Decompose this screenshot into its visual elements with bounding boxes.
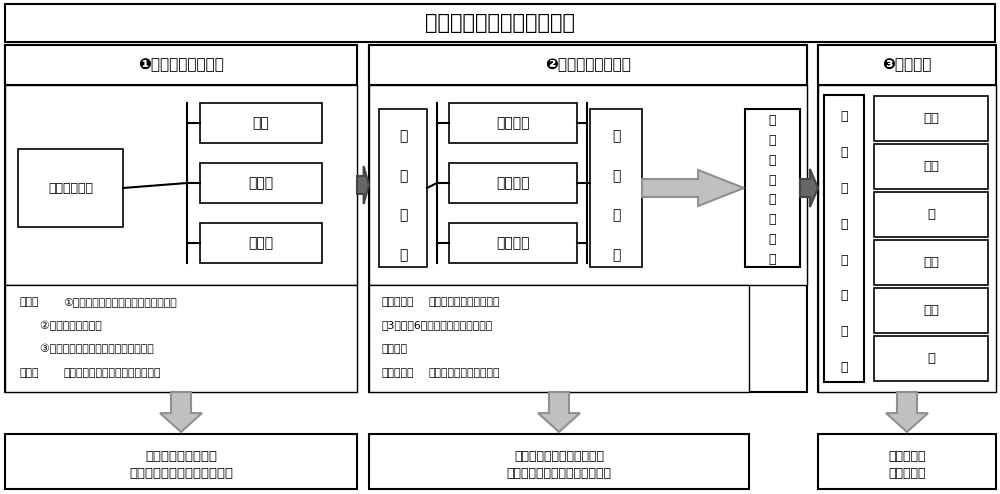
Text: 数: 数	[769, 252, 776, 266]
FancyBboxPatch shape	[874, 144, 988, 189]
FancyBboxPatch shape	[379, 109, 427, 267]
Text: 小时分辨降水过程辨识方法: 小时分辨降水过程辨识方法	[425, 13, 575, 33]
FancyBboxPatch shape	[369, 85, 807, 285]
Text: 原则：: 原则：	[19, 296, 38, 307]
Text: ❶降水过程识别方法: ❶降水过程识别方法	[138, 57, 224, 73]
Text: 合: 合	[769, 173, 776, 187]
Polygon shape	[160, 392, 202, 432]
FancyBboxPatch shape	[200, 163, 322, 203]
Polygon shape	[357, 166, 369, 204]
Text: 面向业务应: 面向业务应	[888, 467, 926, 480]
FancyBboxPatch shape	[369, 45, 807, 85]
Text: 等: 等	[840, 325, 848, 338]
FancyBboxPatch shape	[818, 434, 996, 489]
FancyBboxPatch shape	[5, 434, 357, 489]
Text: 程: 程	[769, 134, 776, 147]
FancyBboxPatch shape	[5, 285, 357, 392]
Text: 用定性评价: 用定性评价	[888, 450, 926, 463]
FancyBboxPatch shape	[5, 85, 357, 285]
Text: 特强: 特强	[923, 160, 939, 173]
Text: 考虑衰减的有效降水时间: 考虑衰减的有效降水时间	[428, 368, 500, 378]
Text: 指: 指	[769, 233, 776, 246]
Text: 覆盖范围: 覆盖范围	[496, 176, 530, 190]
Text: 站点: 站点	[253, 116, 269, 130]
Text: 中等: 中等	[923, 304, 939, 317]
Text: 降: 降	[840, 110, 848, 123]
Text: 标: 标	[399, 248, 407, 262]
Text: 实现全国范围内任意区域降水: 实现全国范围内任意区域降水	[129, 467, 233, 480]
Text: 过程小时最大降水量、滑: 过程小时最大降水量、滑	[428, 296, 500, 307]
FancyBboxPatch shape	[449, 103, 577, 143]
Text: 综: 综	[769, 154, 776, 167]
FancyBboxPatch shape	[874, 192, 988, 237]
Polygon shape	[800, 169, 818, 207]
FancyBboxPatch shape	[818, 85, 996, 392]
Text: 分: 分	[612, 248, 620, 262]
Text: 强: 强	[927, 208, 935, 221]
Text: 大区域: 大区域	[248, 176, 274, 190]
Text: 度: 度	[840, 289, 848, 302]
Text: 持续时间：: 持续时间：	[381, 368, 414, 378]
Text: 数: 数	[612, 169, 620, 183]
FancyBboxPatch shape	[590, 109, 642, 267]
Text: 度: 度	[769, 213, 776, 226]
FancyBboxPatch shape	[369, 434, 749, 489]
FancyBboxPatch shape	[18, 149, 123, 227]
Polygon shape	[538, 392, 580, 432]
Text: ③地域差异、时空分布特征和致灾阈值: ③地域差异、时空分布特征和致灾阈值	[19, 344, 154, 354]
Text: 级: 级	[840, 361, 848, 374]
FancyBboxPatch shape	[874, 288, 988, 332]
FancyBboxPatch shape	[824, 95, 864, 382]
FancyBboxPatch shape	[874, 335, 988, 380]
Text: 动3小时和6小时最大降水量、小时平: 动3小时和6小时最大降水量、小时平	[381, 321, 492, 330]
FancyBboxPatch shape	[5, 4, 995, 42]
Text: 程: 程	[840, 218, 848, 231]
Text: ❸等级划分: ❸等级划分	[882, 57, 932, 73]
Text: 小区域: 小区域	[248, 236, 274, 250]
FancyBboxPatch shape	[874, 96, 988, 141]
FancyBboxPatch shape	[5, 45, 357, 392]
Text: 较强: 较强	[923, 256, 939, 269]
Text: ❷强度定量计算方法: ❷强度定量计算方法	[545, 57, 631, 73]
Text: 降雨过程定义: 降雨过程定义	[48, 181, 93, 195]
FancyBboxPatch shape	[369, 45, 807, 392]
Text: 降水强度: 降水强度	[496, 116, 530, 130]
Text: 中央气象台统计的大范围降水过程: 中央气象台统计的大范围降水过程	[63, 368, 160, 378]
Text: 持续时间: 持续时间	[496, 236, 530, 250]
Text: 降水强度：: 降水强度：	[381, 296, 414, 307]
Text: 实现任意站点和大区域、小区域: 实现任意站点和大区域、小区域	[507, 467, 612, 480]
Text: 降水过程综合强度定量计算: 降水过程综合强度定量计算	[514, 450, 604, 463]
Polygon shape	[886, 392, 928, 432]
Text: 过程客观化自动提取: 过程客观化自动提取	[145, 450, 217, 463]
Text: ②与天气系统匹配度: ②与天气系统匹配度	[19, 320, 102, 330]
Text: 过: 过	[840, 182, 848, 195]
Text: 指: 指	[612, 129, 620, 144]
Text: 强: 强	[769, 193, 776, 206]
FancyBboxPatch shape	[449, 223, 577, 263]
Text: 极端: 极端	[923, 113, 939, 125]
Text: 弱: 弱	[927, 352, 935, 365]
Text: 依据：: 依据：	[19, 368, 38, 378]
Text: 均降水量: 均降水量	[381, 344, 407, 354]
Text: 过: 过	[769, 114, 776, 127]
FancyBboxPatch shape	[818, 45, 996, 392]
FancyBboxPatch shape	[369, 285, 749, 392]
Text: 价: 价	[399, 169, 407, 183]
FancyBboxPatch shape	[5, 45, 357, 85]
FancyBboxPatch shape	[200, 223, 322, 263]
FancyBboxPatch shape	[818, 45, 996, 85]
Text: 划: 划	[612, 208, 620, 223]
FancyBboxPatch shape	[874, 240, 988, 285]
Text: 指: 指	[399, 208, 407, 223]
FancyBboxPatch shape	[200, 103, 322, 143]
Text: 强: 强	[840, 253, 848, 267]
Text: ①降水过程的成片性、集中性和移动性: ①降水过程的成片性、集中性和移动性	[63, 296, 177, 307]
Text: 评: 评	[399, 129, 407, 144]
Polygon shape	[642, 170, 744, 206]
FancyBboxPatch shape	[449, 163, 577, 203]
FancyBboxPatch shape	[745, 109, 800, 267]
Text: 水: 水	[840, 146, 848, 159]
